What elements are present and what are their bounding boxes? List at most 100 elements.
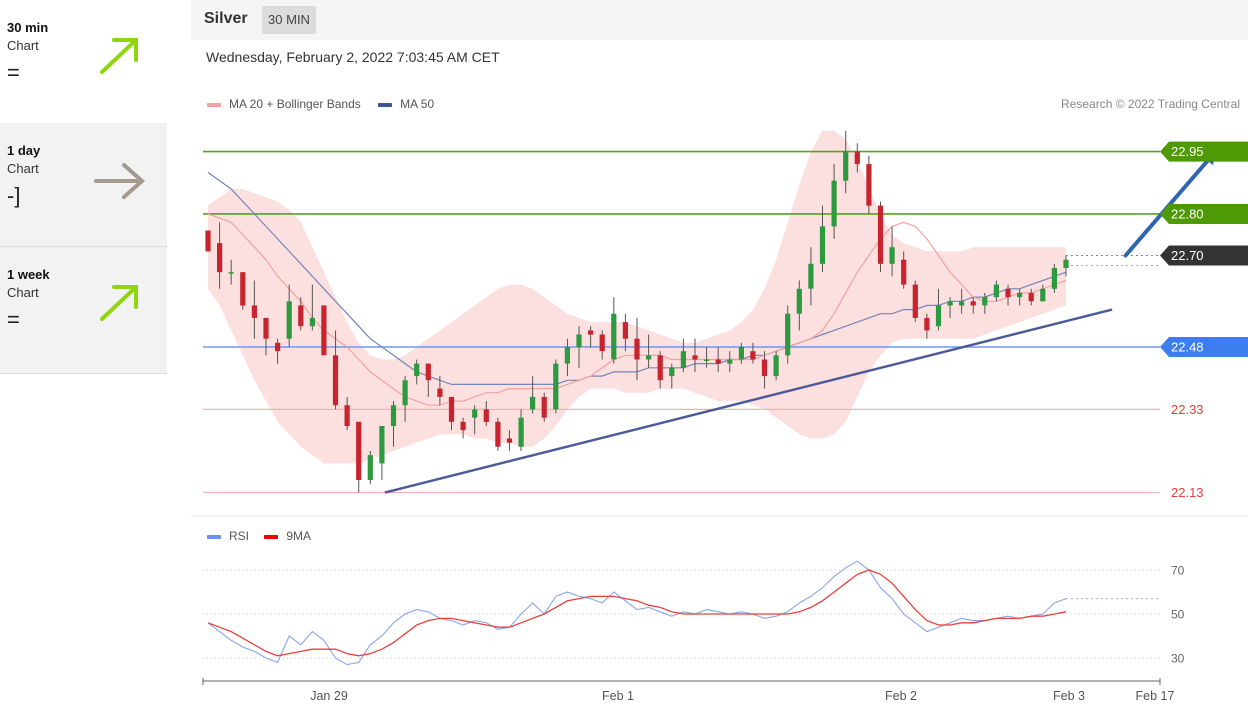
candle-body [622,322,628,339]
candle-body [773,355,779,377]
legend-swatch [207,534,221,539]
candle-body [332,355,339,406]
level-tag [1160,245,1248,266]
candle-body [669,367,675,377]
candle-body [344,405,350,426]
candle-body [611,313,617,360]
timeframe-title: 30 min [7,20,49,35]
candle-body [576,334,582,347]
legend-item-ma20: MA 20 + Bollinger Bands [207,97,361,111]
candle-body [414,363,420,377]
timeframe-signal: = [7,60,20,85]
candle-body [251,305,257,318]
rsi-line [207,560,1067,666]
candle-body [472,409,478,418]
rsi-legend: RSI 9MA [207,529,323,543]
candle-body [982,297,988,306]
bollinger-band [208,130,1066,464]
legend-item-9ma: 9MA [264,529,311,543]
x-tick-label: Feb 1 [602,689,634,703]
candle-body [970,301,976,306]
candle-body [1005,288,1011,298]
candle-body [877,205,884,264]
research-copyright: Research © 2022 Trading Central [1061,97,1240,111]
candle-body [275,342,281,352]
legend-label: MA 50 [400,97,435,111]
rsi-tick-label: 70 [1171,564,1185,578]
arrow-up-right-icon [100,38,138,74]
candle-body [541,396,547,418]
candle-body [843,151,849,181]
candle-body [993,284,999,298]
legend-label: RSI [229,529,250,543]
legend-swatch [264,534,279,539]
candle-body [924,317,930,331]
level-label: 22.95 [1171,144,1204,159]
level-label: 22.70 [1171,248,1204,263]
candle-body [1017,292,1023,298]
chart-header: Silver 30 MIN [191,0,1248,40]
candle-body [947,301,953,306]
x-tick-label: Jan 29 [310,689,348,703]
candle-body [518,417,524,447]
candle-body [1063,259,1069,268]
level-label: 22.48 [1171,340,1204,355]
candle-body [854,151,860,165]
candle-body [599,334,605,352]
timeframe-subtitle: Chart [7,161,39,176]
candle-body [738,347,744,360]
level-label: 22.33 [1171,402,1204,417]
candle-body [298,305,304,327]
legend-swatch [207,102,221,107]
candle-body [506,438,513,443]
candle-body [808,263,814,289]
timeframe-subtitle: Chart [7,38,39,53]
x-tick-label: Feb 3 [1053,689,1085,703]
legend-item-rsi: RSI [207,529,249,543]
candle-body [715,359,721,364]
candle-body [819,226,826,264]
level-tag [1160,203,1248,224]
timeframe-card-1day[interactable]: 1 day Chart -] [0,123,167,247]
candle-body [553,363,559,410]
candle-body [901,259,907,285]
candle-body [564,347,570,364]
timeframe-card-30min[interactable]: 30 min Chart = [0,0,167,124]
candle-body [530,396,536,410]
candle-body [448,396,455,422]
legend-label: 9MA [286,529,312,543]
timeframe-title: 1 day [7,143,41,158]
candle-body [205,230,211,252]
candle-body [228,272,234,274]
candle-body [750,351,756,360]
candle-body [646,355,652,360]
candles [205,130,1069,493]
candle-body [680,351,686,368]
x-tick-label: Feb 2 [885,689,917,703]
candle-body [460,421,466,431]
candle-body [959,301,965,306]
candle-body [796,288,802,314]
rsi-ma-line [207,569,1067,657]
candle-body [761,359,768,377]
timeframe-sidebar: 30 min Chart = 1 day Chart -] 1 week Cha… [0,0,167,374]
legend-swatch [378,102,393,107]
candle-body [390,405,397,426]
candle-body [1028,292,1034,302]
candle-body [692,355,698,360]
candle-body [866,164,872,206]
candle-body [437,388,443,397]
candle-body [889,247,895,264]
chart-datetime: Wednesday, February 2, 2022 7:03:45 AM C… [206,49,500,65]
candle-body [935,305,942,327]
timeframe-badge[interactable]: 30 MIN [262,6,316,34]
timeframe-card-1week[interactable]: 1 week Chart = [0,247,167,374]
candle-body [402,380,408,406]
legend-label: MA 20 + Bollinger Bands [229,97,361,111]
level-tag [1160,337,1248,357]
level-label: 22.80 [1171,206,1204,221]
candle-body [727,359,733,364]
candle-body [286,301,292,339]
candle-body [704,359,710,361]
